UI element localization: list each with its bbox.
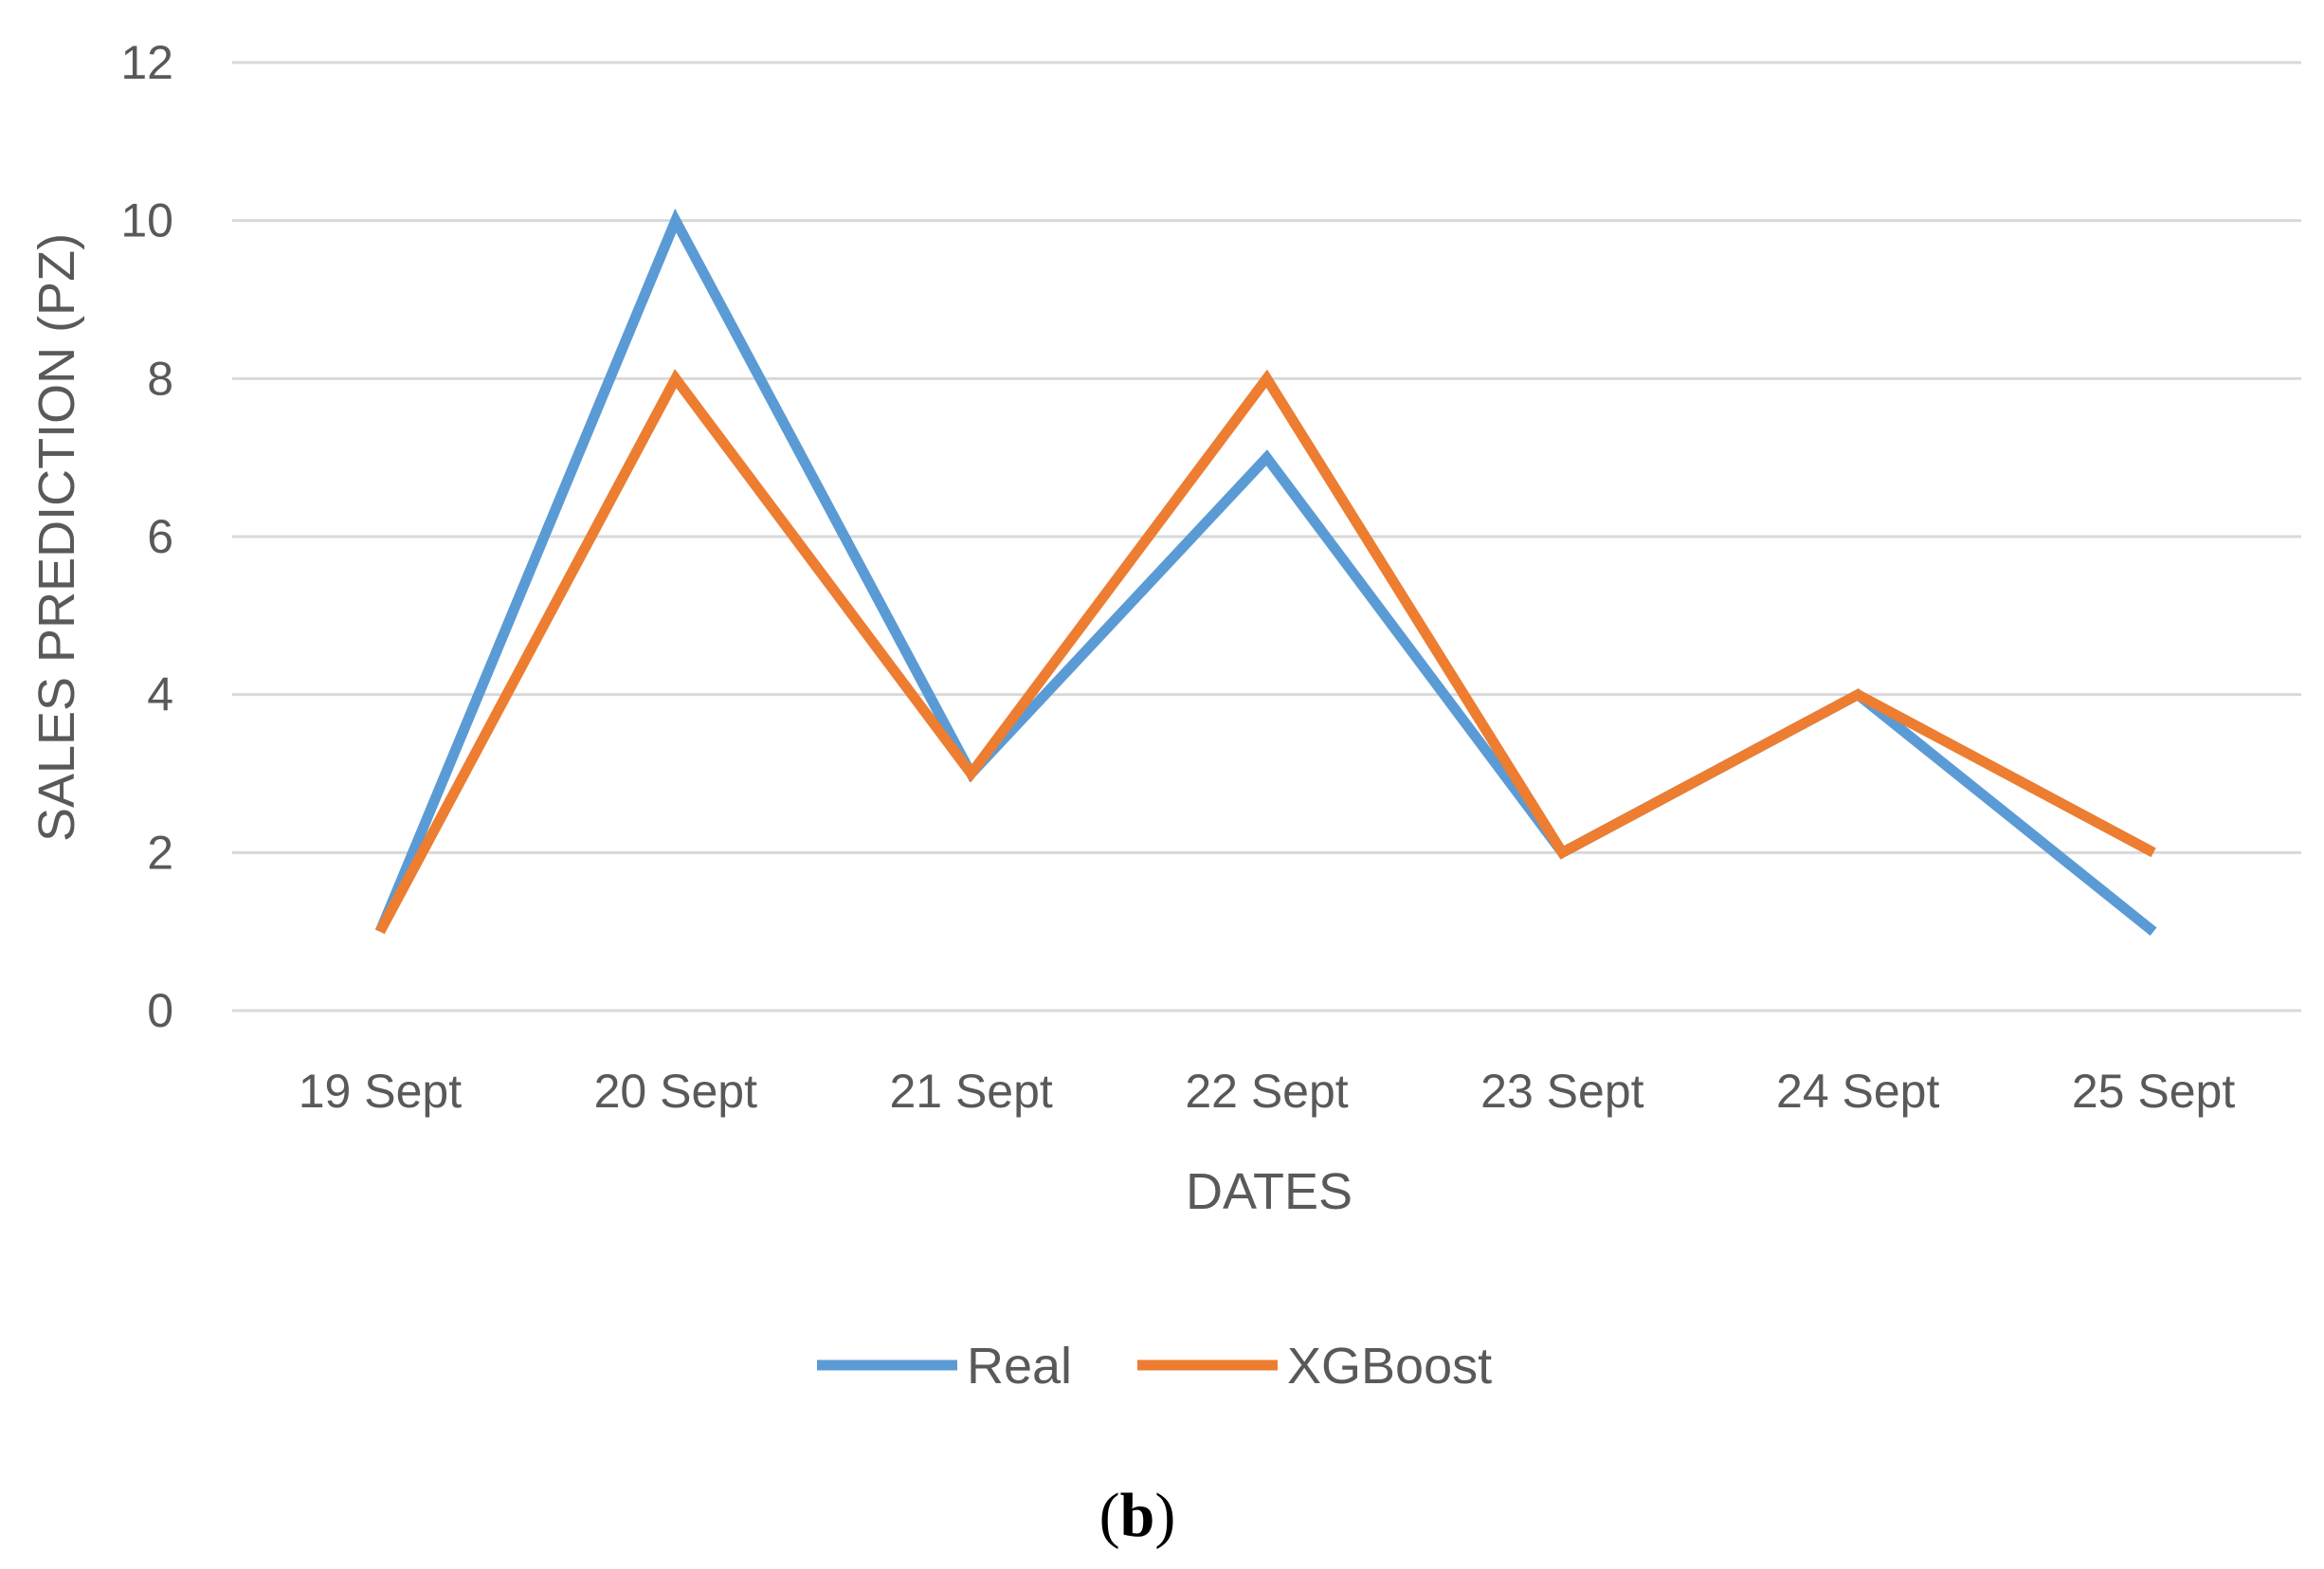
y-tick-label: 0 xyxy=(147,984,173,1037)
x-tick-label: 22 Sept xyxy=(1185,1065,1348,1118)
x-axis-title: DATES xyxy=(1186,1163,1353,1220)
y-tick-label: 2 xyxy=(147,826,173,879)
x-axis-ticks: 19 Sept 20 Sept 21 Sept 22 Sept 23 Sept 24 Se… xyxy=(299,1065,2236,1118)
legend: Real XGBoost xyxy=(817,1338,1492,1395)
x-tick-label: 25 Sept xyxy=(2072,1065,2235,1118)
series-lines xyxy=(374,208,2157,936)
x-tick-label: 19 Sept xyxy=(299,1065,462,1118)
x-tick-label: 24 Sept xyxy=(1776,1065,1939,1118)
y-tick-label: 10 xyxy=(120,194,173,247)
panel-label-letter: b xyxy=(1120,1481,1155,1550)
y-axis-title: SALES PREDICTION (PZ) xyxy=(28,233,85,842)
y-tick-label: 4 xyxy=(147,668,173,721)
series-line-real xyxy=(374,208,2157,936)
y-tick-label: 8 xyxy=(147,352,173,405)
legend-label-real: Real xyxy=(967,1338,1072,1395)
x-tick-label: 20 Sept xyxy=(594,1065,757,1118)
legend-label-xgboost: XGBoost xyxy=(1287,1338,1492,1395)
y-tick-label: 12 xyxy=(120,36,173,89)
y-axis-ticks: 0 2 4 6 8 10 12 xyxy=(120,36,173,1037)
panel-label-open: ( xyxy=(1099,1481,1120,1550)
x-tick-label: 23 Sept xyxy=(1480,1065,1643,1118)
x-tick-label: 21 Sept xyxy=(889,1065,1052,1118)
panel-label-close: ) xyxy=(1154,1481,1175,1550)
y-tick-label: 6 xyxy=(147,510,173,563)
panel-label: (b) xyxy=(1099,1481,1176,1550)
